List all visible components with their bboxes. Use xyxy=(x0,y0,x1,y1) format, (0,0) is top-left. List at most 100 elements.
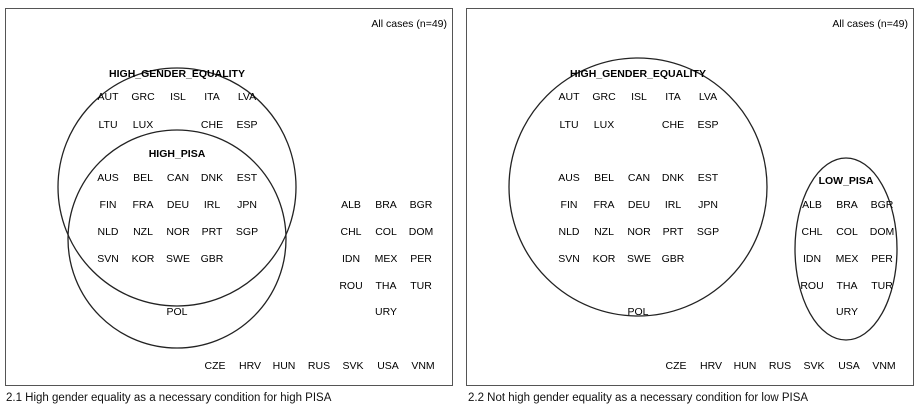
country-code-vnm: VNM xyxy=(411,360,434,372)
country-code-tha: THA xyxy=(837,280,858,292)
country-code-grc: GRC xyxy=(131,91,155,103)
country-code-bgr: BGR xyxy=(410,199,433,211)
country-code-aus: AUS xyxy=(97,172,119,184)
country-code-tur: TUR xyxy=(871,280,893,292)
set-label-high-pisa: HIGH_PISA xyxy=(149,148,206,160)
country-code-swe: SWE xyxy=(166,253,190,265)
country-code-pol: POL xyxy=(627,306,648,318)
country-code-ltu: LTU xyxy=(98,119,117,131)
country-code-nld: NLD xyxy=(558,226,579,238)
country-code-prt: PRT xyxy=(202,226,223,238)
country-code-aut: AUT xyxy=(559,91,581,103)
country-code-usa: USA xyxy=(377,360,399,372)
country-code-can: CAN xyxy=(167,172,189,184)
set-label-high-gender-equality: HIGH_GENDER_EQUALITY xyxy=(109,68,245,80)
set-circle-high-gender-equality xyxy=(57,67,297,307)
country-code-svk: SVK xyxy=(342,360,363,372)
country-code-grc: GRC xyxy=(592,91,616,103)
country-code-cze: CZE xyxy=(666,360,687,372)
country-code-esp: ESP xyxy=(236,119,257,131)
country-code-mex: MEX xyxy=(375,253,398,265)
country-code-alb: ALB xyxy=(341,199,361,211)
country-code-nld: NLD xyxy=(97,226,118,238)
country-code-lux: LUX xyxy=(594,119,614,131)
total-cases-label: All cases (n=49) xyxy=(832,18,908,30)
country-code-nor: NOR xyxy=(627,226,651,238)
country-code-lux: LUX xyxy=(133,119,153,131)
country-code-deu: DEU xyxy=(628,199,650,211)
country-code-vnm: VNM xyxy=(872,360,895,372)
country-code-alb: ALB xyxy=(802,199,822,211)
country-code-nor: NOR xyxy=(166,226,190,238)
country-code-rou: ROU xyxy=(339,280,362,292)
country-code-usa: USA xyxy=(838,360,860,372)
country-code-lva: LVA xyxy=(238,91,256,103)
country-code-col: COL xyxy=(836,226,858,238)
country-code-tur: TUR xyxy=(410,280,432,292)
country-code-irl: IRL xyxy=(665,199,682,211)
set-label-low-pisa: LOW_PISA xyxy=(819,175,874,187)
country-code-per: PER xyxy=(410,253,432,265)
country-code-hrv: HRV xyxy=(700,360,722,372)
venn-diagram-2: All cases (n=49) HIGH_GENDER_EQUALITY LO… xyxy=(508,18,908,372)
country-code-can: CAN xyxy=(628,172,650,184)
country-code-cze: CZE xyxy=(205,360,226,372)
country-code-mex: MEX xyxy=(836,253,859,265)
country-code-est: EST xyxy=(237,172,258,184)
country-code-kor: KOR xyxy=(132,253,155,265)
country-code-svn: SVN xyxy=(97,253,119,265)
country-code-hun: HUN xyxy=(734,360,757,372)
country-code-dnk: DNK xyxy=(662,172,684,184)
country-code-jpn: JPN xyxy=(237,199,257,211)
country-code-rus: RUS xyxy=(769,360,791,372)
country-code-fin: FIN xyxy=(100,199,117,211)
country-code-che: CHE xyxy=(201,119,223,131)
country-code-nzl: NZL xyxy=(133,226,153,238)
country-code-kor: KOR xyxy=(593,253,616,265)
country-code-chl: CHL xyxy=(801,226,822,238)
country-code-prt: PRT xyxy=(663,226,684,238)
country-code-ita: ITA xyxy=(665,91,681,103)
country-code-fin: FIN xyxy=(561,199,578,211)
country-code-idn: IDN xyxy=(342,253,360,265)
country-codes: AUT GRC ISL ITA LVA LTU LUX CHE ESP AUS BEL CAN DNK E… xyxy=(558,91,895,372)
set-label-high-gender-equality: HIGH_GENDER_EQUALITY xyxy=(570,68,706,80)
country-code-svn: SVN xyxy=(558,253,580,265)
country-code-est: EST xyxy=(698,172,719,184)
country-code-ita: ITA xyxy=(204,91,220,103)
country-code-che: CHE xyxy=(662,119,684,131)
country-code-aus: AUS xyxy=(558,172,580,184)
set-circle-high-gender-equality xyxy=(508,57,768,317)
country-code-fra: FRA xyxy=(133,199,154,211)
country-code-swe: SWE xyxy=(627,253,651,265)
country-code-esp: ESP xyxy=(697,119,718,131)
country-code-svk: SVK xyxy=(803,360,824,372)
country-code-aut: AUT xyxy=(98,91,120,103)
country-code-ury: URY xyxy=(836,306,858,318)
set-circle-high-pisa xyxy=(67,129,287,349)
country-code-gbr: GBR xyxy=(662,253,685,265)
country-code-bel: BEL xyxy=(594,172,614,184)
country-code-isl: ISL xyxy=(170,91,186,103)
country-code-hrv: HRV xyxy=(239,360,261,372)
country-code-col: COL xyxy=(375,226,397,238)
country-code-dom: DOM xyxy=(870,226,895,238)
country-code-bra: BRA xyxy=(375,199,397,211)
country-code-tha: THA xyxy=(376,280,397,292)
country-code-per: PER xyxy=(871,253,893,265)
country-code-chl: CHL xyxy=(340,226,361,238)
country-code-dnk: DNK xyxy=(201,172,223,184)
country-code-irl: IRL xyxy=(204,199,221,211)
venn-diagram-1: All cases (n=49) HIGH_GENDER_EQUALITY HI… xyxy=(57,18,447,372)
venn-panel-2: All cases (n=49) HIGH_GENDER_EQUALITY LO… xyxy=(466,8,914,386)
country-code-dom: DOM xyxy=(409,226,434,238)
country-code-jpn: JPN xyxy=(698,199,718,211)
country-code-deu: DEU xyxy=(167,199,189,211)
panel-1-caption: 2.1 High gender equality as a necessary … xyxy=(6,392,332,404)
country-code-gbr: GBR xyxy=(201,253,224,265)
country-code-rou: ROU xyxy=(800,280,823,292)
country-code-bel: BEL xyxy=(133,172,153,184)
country-code-nzl: NZL xyxy=(594,226,614,238)
country-code-sgp: SGP xyxy=(236,226,258,238)
country-code-lva: LVA xyxy=(699,91,717,103)
